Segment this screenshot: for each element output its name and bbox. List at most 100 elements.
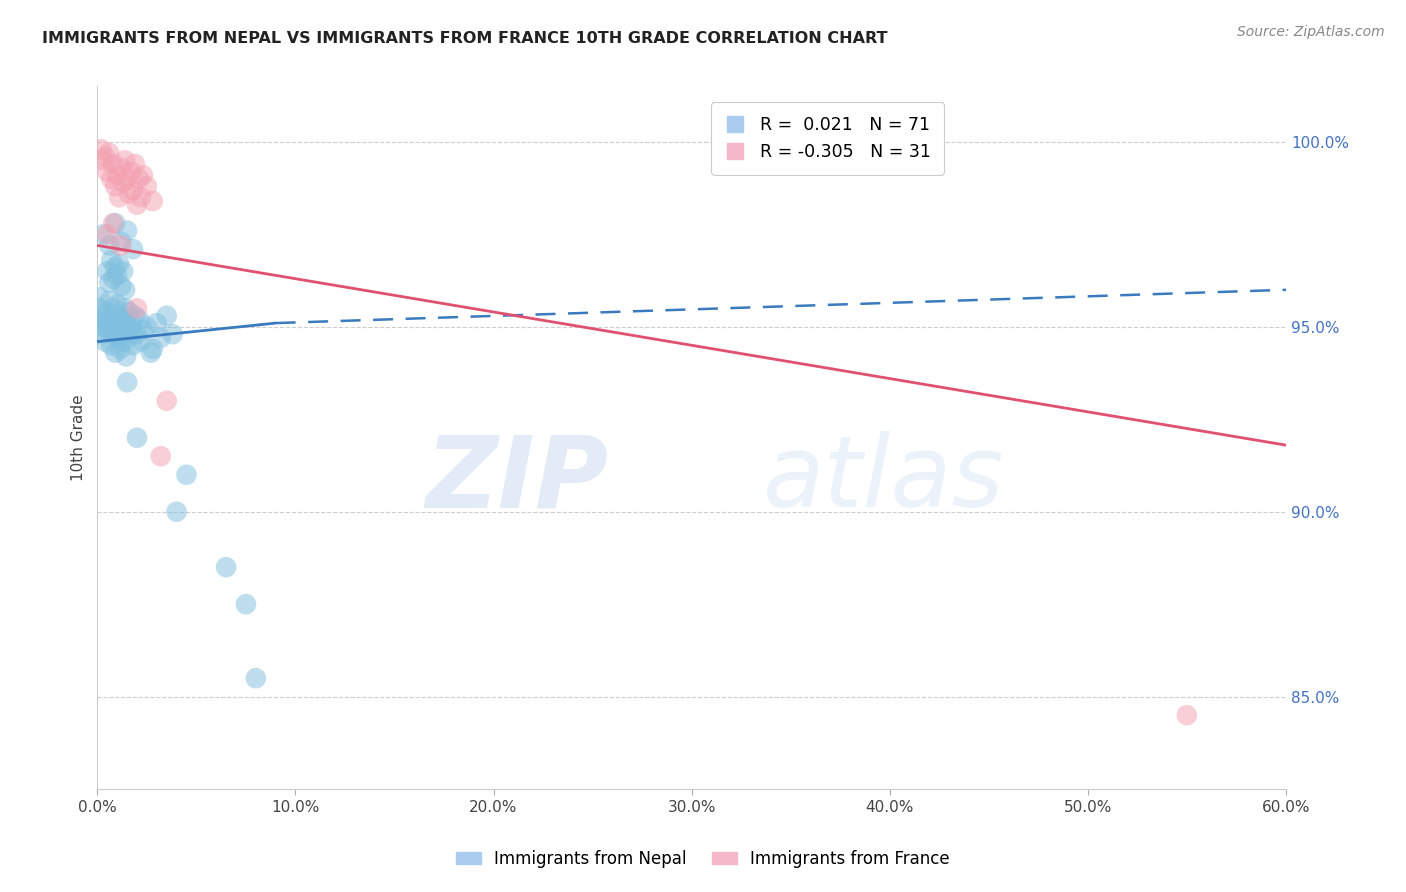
Point xyxy=(125,198,148,212)
Point xyxy=(120,164,142,178)
Point xyxy=(115,224,138,238)
Point xyxy=(98,145,121,160)
Point xyxy=(100,171,122,186)
Point xyxy=(125,431,148,445)
Point xyxy=(100,338,122,352)
Point xyxy=(118,323,141,337)
Point xyxy=(125,301,148,316)
Point xyxy=(98,319,121,334)
Point xyxy=(1175,708,1198,723)
Point xyxy=(122,338,145,352)
Point xyxy=(112,176,135,190)
Point xyxy=(125,327,148,342)
Point xyxy=(104,179,127,194)
Point xyxy=(112,264,135,278)
Point xyxy=(96,305,118,319)
Point xyxy=(111,334,134,349)
Point xyxy=(176,467,198,482)
Point xyxy=(235,597,257,611)
Point xyxy=(107,331,129,345)
Point xyxy=(108,309,131,323)
Point xyxy=(90,312,112,326)
Point xyxy=(132,168,155,182)
Point xyxy=(110,279,132,293)
Text: IMMIGRANTS FROM NEPAL VS IMMIGRANTS FROM FRANCE 10TH GRADE CORRELATION CHART: IMMIGRANTS FROM NEPAL VS IMMIGRANTS FROM… xyxy=(42,31,887,46)
Point xyxy=(98,276,121,290)
Point xyxy=(93,309,115,323)
Legend: Immigrants from Nepal, Immigrants from France: Immigrants from Nepal, Immigrants from F… xyxy=(450,844,956,875)
Point xyxy=(91,153,114,168)
Point xyxy=(104,216,127,230)
Point xyxy=(103,327,125,342)
Point xyxy=(142,194,165,208)
Point xyxy=(122,242,145,256)
Point xyxy=(149,331,172,345)
Point xyxy=(91,227,114,242)
Point xyxy=(105,268,128,282)
Text: Source: ZipAtlas.com: Source: ZipAtlas.com xyxy=(1237,25,1385,39)
Point xyxy=(104,345,127,359)
Point xyxy=(103,157,125,171)
Point xyxy=(156,309,179,323)
Point xyxy=(162,327,184,342)
Point xyxy=(114,153,136,168)
Point xyxy=(96,227,118,242)
Point xyxy=(135,319,157,334)
Point xyxy=(100,253,122,268)
Point xyxy=(105,316,128,330)
Point xyxy=(124,309,146,323)
Point xyxy=(110,319,132,334)
Point xyxy=(156,393,179,408)
Point xyxy=(245,671,267,685)
Point xyxy=(105,297,128,311)
Point xyxy=(135,179,157,194)
Point xyxy=(101,312,124,326)
Point xyxy=(115,171,138,186)
Point xyxy=(108,190,131,204)
Legend: R =  0.021   N = 71, R = -0.305   N = 31: R = 0.021 N = 71, R = -0.305 N = 31 xyxy=(711,102,945,175)
Point xyxy=(166,505,188,519)
Point xyxy=(149,449,172,463)
Point xyxy=(96,264,118,278)
Point xyxy=(98,293,121,308)
Y-axis label: 10th Grade: 10th Grade xyxy=(72,394,86,481)
Point xyxy=(91,327,114,342)
Point xyxy=(117,331,139,345)
Point xyxy=(115,376,138,390)
Point xyxy=(128,312,150,326)
Point xyxy=(142,342,165,356)
Point xyxy=(114,301,136,316)
Point xyxy=(98,238,121,252)
Point xyxy=(94,150,117,164)
Point xyxy=(90,142,112,156)
Point xyxy=(120,316,142,330)
Point xyxy=(128,171,150,186)
Point xyxy=(103,271,125,285)
Point xyxy=(146,316,169,330)
Point xyxy=(129,334,152,349)
Point xyxy=(139,345,162,359)
Point xyxy=(104,260,127,275)
Point xyxy=(124,157,146,171)
Point xyxy=(115,350,138,364)
Point xyxy=(132,323,155,337)
Point xyxy=(118,305,141,319)
Point xyxy=(110,238,132,252)
Point xyxy=(105,168,128,182)
Point xyxy=(118,186,141,201)
Point xyxy=(112,327,135,342)
Point xyxy=(215,560,238,574)
Point xyxy=(110,161,132,175)
Point xyxy=(115,319,138,334)
Point xyxy=(108,257,131,271)
Point xyxy=(96,316,118,330)
Point xyxy=(108,342,131,356)
Point xyxy=(129,190,152,204)
Text: ZIP: ZIP xyxy=(426,432,609,528)
Text: atlas: atlas xyxy=(763,432,1005,528)
Point xyxy=(89,290,111,304)
Point xyxy=(114,283,136,297)
Point xyxy=(94,334,117,349)
Point xyxy=(89,301,111,316)
Point xyxy=(103,301,125,316)
